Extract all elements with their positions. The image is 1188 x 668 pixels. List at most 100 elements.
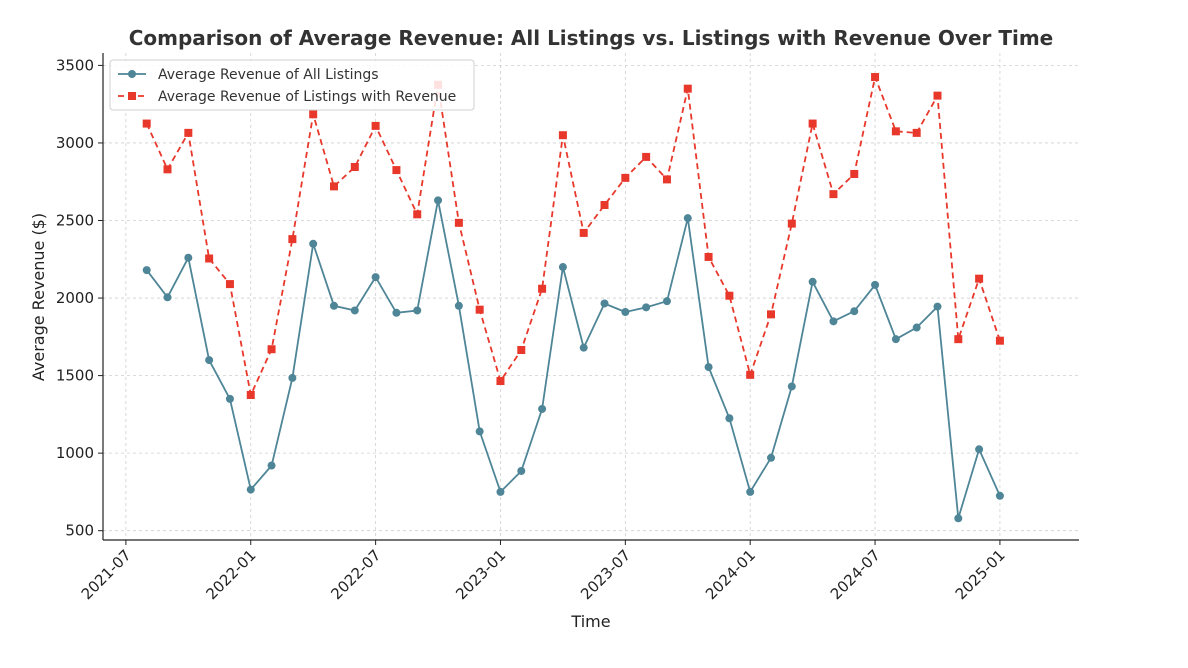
chart-title: Comparison of Average Revenue: All Listi… bbox=[129, 26, 1054, 50]
data-point bbox=[329, 301, 338, 310]
data-point bbox=[912, 323, 921, 332]
x-tick-label: 2022-07 bbox=[327, 546, 384, 603]
data-point bbox=[662, 175, 671, 184]
y-axis-label: Average Revenue ($) bbox=[29, 213, 48, 381]
data-point bbox=[350, 162, 359, 171]
data-point bbox=[454, 301, 463, 310]
data-point bbox=[912, 128, 921, 137]
y-ticks: 500 1000 1500 2000 2500 3000 3500 bbox=[56, 56, 103, 540]
data-point bbox=[288, 235, 297, 244]
data-point bbox=[704, 363, 713, 372]
data-point bbox=[725, 414, 734, 423]
y-tick-label: 1500 bbox=[56, 367, 94, 385]
data-point bbox=[392, 166, 401, 175]
data-point bbox=[995, 336, 1004, 345]
x-tick-label: 2021-07 bbox=[78, 546, 135, 603]
data-point bbox=[683, 84, 692, 93]
data-point bbox=[621, 173, 630, 182]
data-point bbox=[309, 239, 318, 248]
data-point bbox=[246, 390, 255, 399]
legend: Average Revenue of All Listings Average R… bbox=[109, 59, 475, 111]
data-point bbox=[413, 210, 422, 219]
series-line bbox=[145, 200, 1001, 519]
data-point bbox=[579, 343, 588, 352]
data-point bbox=[225, 280, 234, 289]
data-point bbox=[558, 263, 567, 272]
data-point bbox=[746, 370, 755, 379]
x-tick-label: 2024-01 bbox=[702, 546, 759, 603]
legend-item: Average Revenue of Listings with Revenue bbox=[118, 89, 456, 105]
legend-marker bbox=[128, 70, 136, 78]
y-tick-label: 500 bbox=[65, 522, 94, 540]
series-2 bbox=[142, 73, 1004, 399]
data-point bbox=[558, 131, 567, 140]
data-point bbox=[683, 214, 692, 223]
data-point bbox=[975, 445, 984, 454]
data-point bbox=[662, 297, 671, 306]
data-point bbox=[600, 299, 609, 308]
data-point bbox=[933, 302, 942, 311]
grid bbox=[103, 53, 1079, 540]
data-point bbox=[309, 110, 318, 119]
data-point bbox=[642, 152, 651, 161]
data-point bbox=[954, 335, 963, 344]
data-point bbox=[746, 487, 755, 496]
series-1 bbox=[142, 196, 1004, 523]
data-point bbox=[371, 121, 380, 130]
data-point bbox=[205, 356, 214, 365]
data-point bbox=[329, 182, 338, 191]
data-point bbox=[371, 273, 380, 282]
x-tick-label: 2022-01 bbox=[203, 546, 260, 603]
data-point bbox=[621, 308, 630, 317]
data-point bbox=[579, 228, 588, 237]
data-point bbox=[850, 169, 859, 178]
data-point bbox=[434, 196, 443, 205]
legend-label: Average Revenue of All Listings bbox=[158, 67, 379, 83]
data-point bbox=[538, 284, 547, 293]
data-point bbox=[517, 346, 526, 355]
data-point bbox=[142, 119, 151, 128]
legend-label: Average Revenue of Listings with Revenue bbox=[158, 89, 456, 105]
data-point bbox=[267, 345, 276, 354]
data-point bbox=[267, 461, 276, 470]
data-point bbox=[767, 453, 776, 462]
data-point bbox=[787, 382, 796, 391]
data-point bbox=[392, 308, 401, 317]
data-point bbox=[163, 293, 172, 302]
data-point bbox=[871, 280, 880, 289]
data-point bbox=[787, 219, 796, 228]
data-point bbox=[829, 190, 838, 199]
series-line bbox=[145, 73, 1001, 398]
data-point bbox=[975, 274, 984, 283]
x-tick-label: 2023-01 bbox=[452, 546, 509, 603]
y-tick-label: 1000 bbox=[56, 444, 94, 462]
axes bbox=[102, 53, 1079, 541]
data-point bbox=[767, 310, 776, 319]
y-tick-label: 2000 bbox=[56, 289, 94, 307]
data-point bbox=[475, 305, 484, 314]
y-tick-label: 3000 bbox=[56, 134, 94, 152]
data-point bbox=[850, 307, 859, 316]
x-tick-label: 2023-07 bbox=[577, 546, 634, 603]
data-point bbox=[163, 165, 172, 174]
data-point bbox=[350, 306, 359, 315]
data-point bbox=[246, 485, 255, 494]
data-point bbox=[142, 266, 151, 275]
x-tick-label: 2024-07 bbox=[827, 546, 884, 603]
legend-box bbox=[109, 59, 475, 111]
data-point bbox=[517, 466, 526, 475]
data-point bbox=[808, 119, 817, 128]
data-point bbox=[413, 306, 422, 315]
data-point bbox=[642, 303, 651, 312]
data-point bbox=[600, 200, 609, 209]
legend-marker bbox=[128, 92, 136, 100]
data-point bbox=[933, 91, 942, 100]
data-point bbox=[184, 128, 193, 137]
legend-item: Average Revenue of All Listings bbox=[118, 67, 379, 83]
data-point bbox=[184, 253, 193, 262]
data-point bbox=[954, 514, 963, 523]
x-axis-label: Time bbox=[570, 612, 610, 631]
data-point bbox=[496, 487, 505, 496]
data-point bbox=[704, 252, 713, 261]
